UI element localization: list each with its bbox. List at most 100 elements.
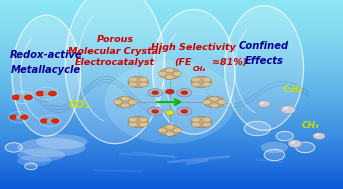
- Circle shape: [260, 102, 264, 104]
- Circle shape: [315, 134, 319, 136]
- Ellipse shape: [17, 155, 51, 166]
- Circle shape: [166, 112, 173, 115]
- Circle shape: [12, 95, 20, 99]
- Circle shape: [25, 95, 32, 99]
- Ellipse shape: [17, 148, 65, 162]
- Ellipse shape: [261, 142, 288, 153]
- Circle shape: [121, 96, 130, 101]
- Circle shape: [113, 100, 122, 105]
- Circle shape: [276, 131, 293, 141]
- Circle shape: [167, 111, 173, 114]
- Circle shape: [44, 92, 49, 95]
- Circle shape: [288, 140, 302, 147]
- Circle shape: [210, 103, 219, 108]
- Circle shape: [148, 107, 163, 115]
- Text: Metallacycle: Metallacycle: [11, 65, 81, 75]
- Circle shape: [36, 91, 44, 96]
- Circle shape: [165, 75, 174, 80]
- Text: Electrocatalyst: Electrocatalyst: [75, 58, 155, 67]
- Circle shape: [21, 115, 28, 119]
- Circle shape: [128, 100, 137, 105]
- Circle shape: [264, 149, 285, 161]
- Text: Confined: Confined: [239, 41, 289, 51]
- Text: CH₄: CH₄: [301, 121, 319, 130]
- Circle shape: [191, 117, 200, 122]
- Text: CH₄: CH₄: [193, 66, 206, 72]
- Circle shape: [20, 96, 25, 99]
- Circle shape: [121, 103, 130, 108]
- Circle shape: [16, 116, 21, 119]
- Circle shape: [202, 117, 211, 122]
- Circle shape: [313, 133, 325, 139]
- Circle shape: [177, 107, 192, 115]
- Circle shape: [49, 91, 56, 96]
- Circle shape: [165, 89, 174, 94]
- Ellipse shape: [65, 0, 165, 144]
- Circle shape: [129, 82, 138, 87]
- Circle shape: [128, 116, 149, 128]
- Circle shape: [148, 89, 163, 97]
- Circle shape: [191, 82, 200, 87]
- Circle shape: [204, 96, 225, 108]
- Circle shape: [129, 77, 138, 82]
- Circle shape: [173, 71, 182, 76]
- Circle shape: [47, 120, 52, 122]
- Text: ≈81%): ≈81%): [212, 58, 247, 67]
- Circle shape: [291, 141, 295, 144]
- Circle shape: [159, 125, 180, 136]
- Circle shape: [139, 77, 148, 82]
- Circle shape: [202, 100, 211, 105]
- Circle shape: [202, 77, 211, 82]
- Circle shape: [210, 96, 219, 101]
- Text: C₂H₆: C₂H₆: [283, 85, 304, 94]
- Circle shape: [152, 91, 159, 95]
- Text: CO₂: CO₂: [69, 100, 90, 110]
- Circle shape: [129, 122, 138, 127]
- Text: Redox-active: Redox-active: [10, 50, 83, 60]
- Circle shape: [173, 128, 182, 133]
- Circle shape: [202, 122, 211, 127]
- Circle shape: [191, 76, 212, 88]
- Circle shape: [191, 77, 200, 82]
- Text: Molecular Crystal: Molecular Crystal: [68, 46, 162, 56]
- Circle shape: [129, 117, 138, 122]
- Circle shape: [128, 76, 149, 88]
- Circle shape: [202, 82, 211, 87]
- Circle shape: [166, 110, 174, 115]
- Circle shape: [181, 91, 188, 95]
- Circle shape: [25, 163, 37, 170]
- Circle shape: [191, 122, 200, 127]
- Circle shape: [115, 96, 135, 108]
- Circle shape: [283, 107, 288, 110]
- Ellipse shape: [36, 134, 87, 149]
- Circle shape: [139, 82, 148, 87]
- Circle shape: [158, 128, 167, 133]
- Text: Porous: Porous: [96, 35, 133, 44]
- Circle shape: [217, 100, 226, 105]
- Circle shape: [165, 68, 174, 73]
- Circle shape: [244, 121, 270, 136]
- Circle shape: [165, 125, 174, 129]
- Circle shape: [191, 116, 212, 128]
- Circle shape: [296, 142, 315, 153]
- Circle shape: [5, 143, 22, 152]
- Circle shape: [152, 109, 159, 113]
- Circle shape: [10, 115, 17, 119]
- Circle shape: [181, 109, 188, 113]
- Circle shape: [281, 105, 296, 114]
- Circle shape: [159, 68, 180, 79]
- Circle shape: [165, 131, 174, 136]
- Circle shape: [139, 122, 148, 127]
- Circle shape: [41, 119, 48, 123]
- Ellipse shape: [105, 60, 235, 144]
- Text: Effects: Effects: [245, 57, 284, 66]
- Ellipse shape: [12, 15, 81, 136]
- Circle shape: [52, 119, 59, 123]
- Ellipse shape: [225, 6, 304, 130]
- Circle shape: [258, 101, 270, 107]
- Text: High Selectivity: High Selectivity: [151, 43, 236, 52]
- Ellipse shape: [17, 138, 86, 157]
- Circle shape: [139, 117, 148, 122]
- Ellipse shape: [153, 9, 235, 134]
- Circle shape: [158, 71, 167, 76]
